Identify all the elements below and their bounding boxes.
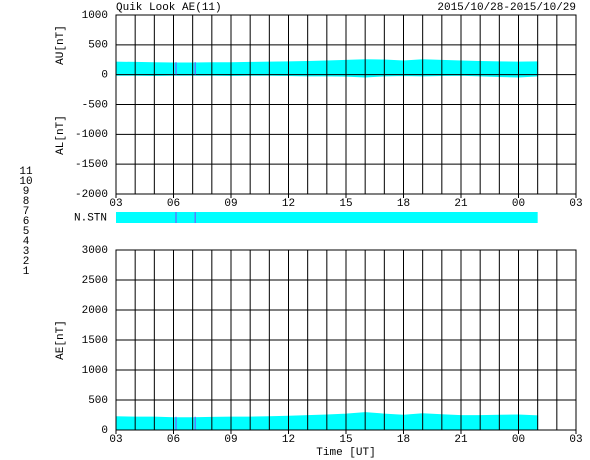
x-tick-label: 03 (569, 434, 582, 446)
x-tick-label: 18 (397, 198, 410, 210)
y-axis-title: AE[nT] (55, 320, 67, 360)
station-label: 8 (23, 196, 30, 208)
y-tick-label: 0 (101, 425, 108, 437)
x-tick-label: 18 (397, 434, 410, 446)
x-axis-title: Time [UT] (316, 447, 375, 459)
x-tick-label: 00 (512, 434, 525, 446)
y-tick-label: -2000 (75, 189, 108, 201)
y-tick-label: 500 (88, 395, 108, 407)
station-label: 7 (23, 206, 30, 218)
x-tick-label: 00 (512, 198, 525, 210)
x-tick-label: 15 (339, 198, 352, 210)
y-tick-label: 2000 (82, 305, 108, 317)
y-tick-label: 0 (101, 70, 108, 82)
y-axis-title: AL[nT] (55, 115, 67, 155)
station-label: 9 (23, 186, 30, 198)
x-tick-label: 15 (339, 434, 352, 446)
x-tick-label: 21 (454, 198, 468, 210)
y-tick-label: 1000 (82, 10, 108, 22)
y-tick-label: -1500 (75, 159, 108, 171)
x-tick-label: 03 (569, 198, 582, 210)
x-tick-label: 03 (109, 434, 122, 446)
y-tick-label: 2500 (82, 275, 108, 287)
y-axis-title: AU[nT] (55, 25, 67, 65)
station-label: 3 (23, 246, 30, 258)
station-label: 5 (23, 226, 30, 238)
y-tick-label: -1000 (75, 129, 108, 141)
y-tick-label: -500 (82, 99, 108, 111)
date-range: 2015/10/28-2015/10/29 (437, 2, 576, 14)
plot-frame (115, 249, 577, 431)
strip-label: N.STN (74, 212, 107, 224)
station-label: 1 (23, 266, 30, 278)
station-label: 11 (19, 166, 33, 178)
station-label: 6 (23, 216, 30, 228)
y-tick-label: 1500 (82, 335, 108, 347)
x-tick-label: 06 (167, 198, 180, 210)
station-strip (116, 212, 538, 223)
station-label: 2 (23, 256, 30, 268)
y-tick-label: 1000 (82, 365, 108, 377)
y-tick-label: 500 (88, 40, 108, 52)
x-tick-label: 12 (282, 434, 295, 446)
x-tick-label: 09 (224, 198, 237, 210)
station-label: 10 (19, 176, 32, 188)
plot-frame (115, 14, 577, 195)
title: Quik Look AE(11) (116, 2, 222, 14)
x-tick-label: 03 (109, 198, 122, 210)
x-tick-label: 06 (167, 434, 180, 446)
y-tick-label: 3000 (82, 245, 108, 257)
x-tick-label: 21 (454, 434, 468, 446)
station-label: 4 (23, 236, 30, 248)
x-tick-label: 12 (282, 198, 295, 210)
x-tick-label: 09 (224, 434, 237, 446)
